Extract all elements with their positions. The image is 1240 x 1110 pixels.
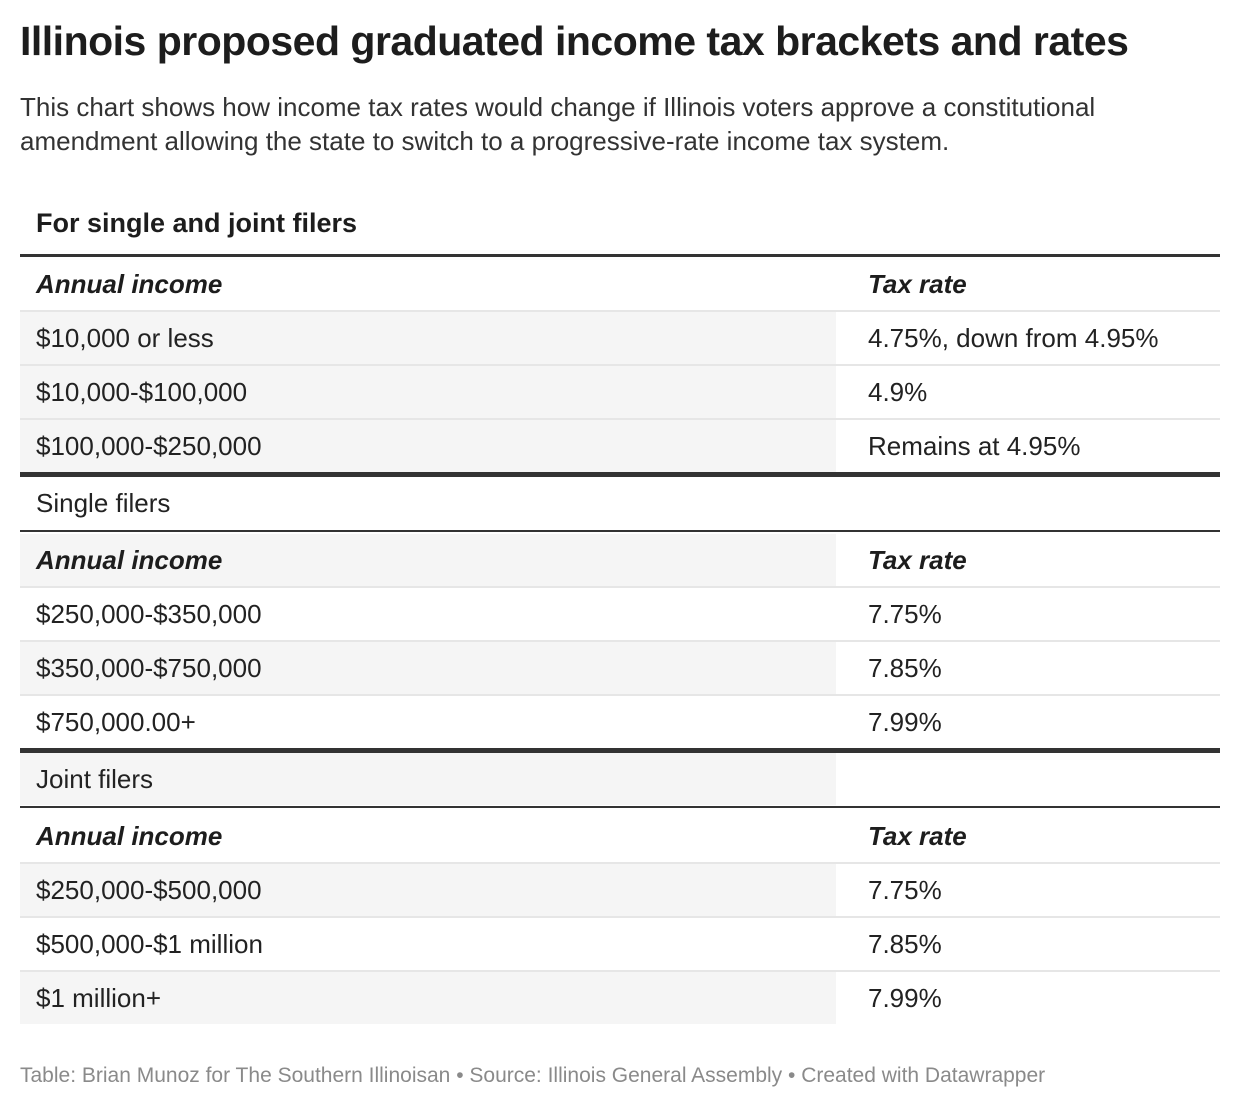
chart-footer: Table: Brian Munoz for The Southern Illi… <box>20 1064 1046 1087</box>
column-header-income: Annual income <box>20 534 836 586</box>
column-header-income: Annual income <box>36 821 223 851</box>
rate-cell: 7.99% <box>868 707 942 737</box>
section-rule <box>20 254 1220 257</box>
rate-cell: 7.75% <box>868 875 942 905</box>
rate-cell: 4.75%, down from 4.95% <box>868 323 1159 353</box>
group-rule <box>20 472 1220 477</box>
section-title: For single and joint filers <box>36 208 358 238</box>
chart-subtitle: This chart shows how income tax rates wo… <box>20 92 1096 156</box>
table-row: $250,000-$500,000 7.75% <box>20 864 1220 918</box>
column-header-row: Annual income Tax rate <box>20 534 1220 588</box>
rate-cell: 7.85% <box>868 929 942 959</box>
column-header-row: Annual income Tax rate <box>20 258 1220 312</box>
column-header-rate: Tax rate <box>868 545 967 575</box>
table-row: $10,000-$100,000 4.9% <box>20 366 1220 420</box>
income-cell: $1 million+ <box>20 972 836 1024</box>
rate-cell: 7.85% <box>868 653 942 683</box>
table-row: $250,000-$350,000 7.75% <box>20 588 1220 642</box>
table-row: $750,000.00+ 7.99% <box>20 696 1220 748</box>
income-cell: $500,000-$1 million <box>36 929 263 959</box>
column-header-row: Annual income Tax rate <box>20 810 1220 864</box>
column-header-income: Annual income <box>36 269 223 299</box>
group-label-rule <box>20 530 1220 532</box>
table-row: $100,000-$250,000 Remains at 4.95% <box>20 420 1220 472</box>
table-row: $500,000-$1 million 7.85% <box>20 918 1220 972</box>
group-label-rule <box>20 806 1220 808</box>
column-header-rate: Tax rate <box>868 821 967 851</box>
table-row: $1 million+ 7.99% <box>20 972 1220 1024</box>
table-row: $350,000-$750,000 7.85% <box>20 642 1220 696</box>
group-label-joint: Joint filers <box>20 753 836 805</box>
income-cell: $10,000-$100,000 <box>20 366 836 418</box>
income-cell: $10,000 or less <box>20 312 836 364</box>
chart-title: Illinois proposed graduated income tax b… <box>20 18 1129 64</box>
income-cell: $350,000-$750,000 <box>20 642 836 694</box>
income-cell: $100,000-$250,000 <box>20 420 836 472</box>
rate-cell: 4.9% <box>868 377 928 407</box>
column-header-rate: Tax rate <box>868 269 967 299</box>
income-cell: $250,000-$350,000 <box>36 599 262 629</box>
table-row: $10,000 or less 4.75%, down from 4.95% <box>20 312 1220 366</box>
rate-cell: 7.75% <box>868 599 942 629</box>
group-label-single: Single filers <box>36 488 171 518</box>
rate-cell: 7.99% <box>868 983 942 1013</box>
rate-cell: Remains at 4.95% <box>868 431 1081 461</box>
income-cell: $750,000.00+ <box>36 707 196 737</box>
income-cell: $250,000-$500,000 <box>20 864 836 916</box>
group-label-row: Joint filers <box>20 753 1220 805</box>
group-rule <box>20 748 1220 753</box>
